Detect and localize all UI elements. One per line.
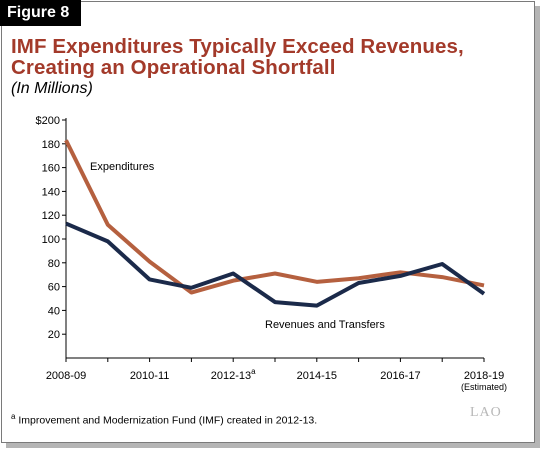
x-tick-label: 2014-15 [297, 370, 337, 382]
footnote-text: Improvement and Modernization Fund (IMF)… [18, 414, 318, 427]
y-tick-label: 20 [48, 329, 60, 341]
chart-title: IMF Expenditures Typically Exceed Revenu… [11, 35, 464, 79]
y-tick-label: 120 [42, 210, 60, 222]
revenues-line [65, 221, 486, 308]
x-tick-label: 2018-19 [464, 370, 504, 382]
y-tick-label: 40 [48, 305, 60, 317]
x-tick-label: 2008-09 [46, 370, 86, 382]
y-tick-label: 60 [48, 282, 60, 294]
figure-label: Figure 8 [0, 0, 82, 26]
y-tick-label: 160 [42, 163, 60, 175]
lao-logo: LAO [470, 405, 502, 420]
footnote: a Improvement and Modernization Fund (IM… [11, 412, 317, 427]
expenditures-label: Expenditures [90, 161, 155, 173]
y-tick-label: 100 [42, 234, 60, 246]
x-tick-sublabel: (Estimated) [461, 382, 507, 392]
y-tick-label: 180 [42, 139, 60, 151]
figure-frame [1, 1, 535, 443]
chart-subtitle: (In Millions) [11, 80, 93, 97]
x-tick-label: 2010-11 [130, 370, 170, 382]
x-tick-label: 2012-13a [211, 367, 256, 382]
y-tick-label: 80 [48, 258, 60, 270]
y-tick-label: 140 [42, 186, 60, 198]
x-tick-superscript: a [251, 367, 256, 376]
y-tick-label: $200 [36, 115, 60, 127]
x-tick-label: 2016-17 [380, 370, 420, 382]
revenues-label: Revenues and Transfers [265, 319, 385, 331]
footnote-marker: a [11, 412, 16, 421]
